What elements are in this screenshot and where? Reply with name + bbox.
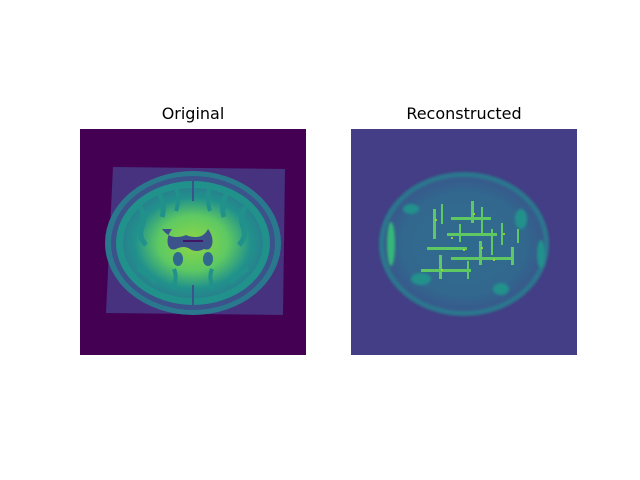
original-mri-svg [80,129,306,355]
reconstructed-grid-pattern [421,201,519,279]
reconstructed-title: Reconstructed [406,104,522,123]
reconstructed-bright-spots [435,213,505,271]
original-sulci [137,186,249,291]
original-mri-image [80,129,306,355]
reconstructed-mri-svg [351,129,577,355]
original-ventricles [162,229,213,266]
reconstructed-brain [384,177,544,311]
reconstructed-mri-image [351,129,577,355]
original-title: Original [161,104,225,123]
reconstructed-artifacts [387,204,545,295]
